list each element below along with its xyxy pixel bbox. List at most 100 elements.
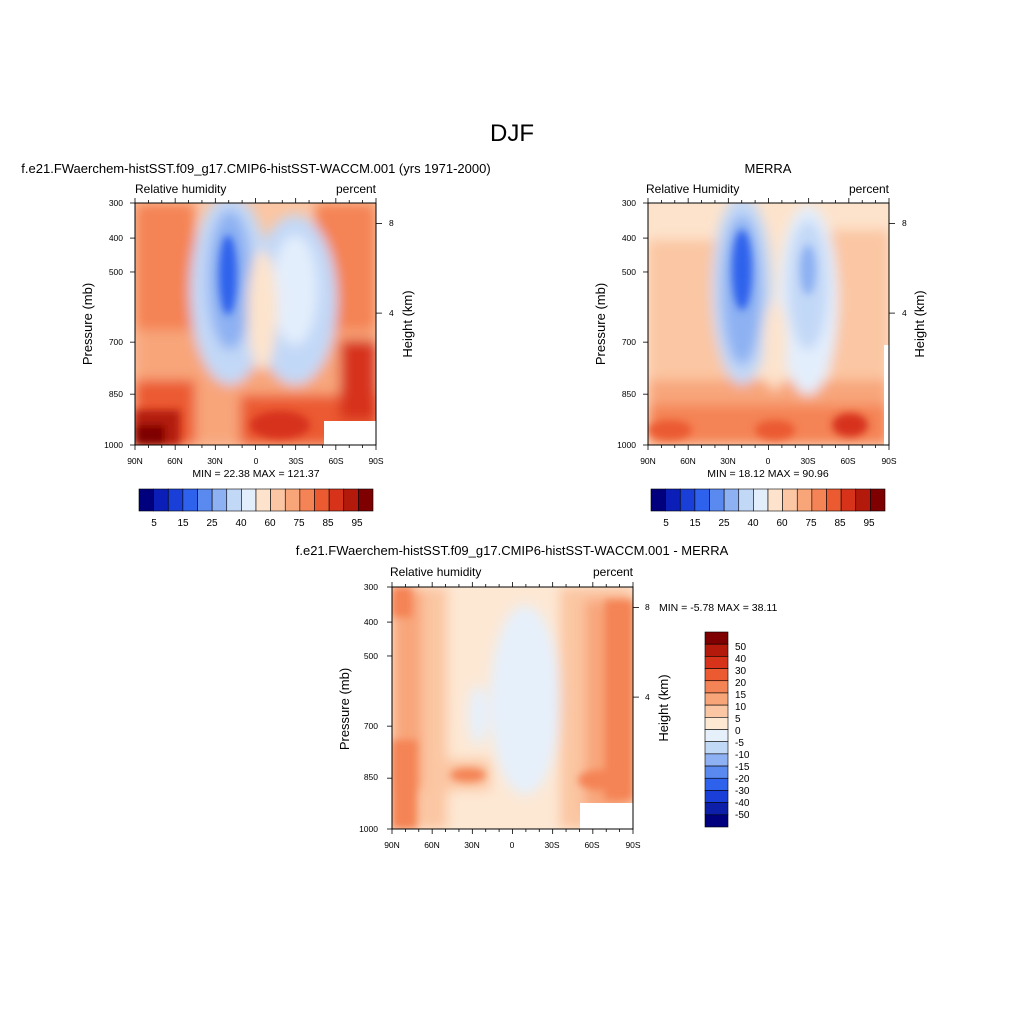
colorbar-swatch: [704, 656, 729, 669]
colorbar-swatch: [753, 488, 769, 512]
min-max-stats: MIN = 22.38 MAX = 121.37: [192, 468, 319, 480]
x-tick-label: 60S: [328, 456, 343, 466]
colorbar-swatch: [343, 488, 359, 512]
colorbar-label: 15: [689, 518, 701, 529]
colorbar-label: -5: [735, 738, 744, 749]
y-tick-label: 500: [622, 267, 636, 277]
colorbar-swatch: [694, 488, 710, 512]
height-tick-label: 4: [389, 308, 394, 318]
colorbar-swatch: [650, 488, 666, 512]
colorbar-swatch: [358, 488, 374, 512]
height-tick-label: 8: [902, 218, 907, 228]
colorbar-label: -10: [735, 750, 750, 761]
colorbar-label: 15: [735, 690, 747, 701]
variable-label: Relative humidity: [135, 182, 226, 196]
y-tick-label: 300: [364, 582, 378, 592]
panel-merra: MERRA Relative Humidity percent: [593, 161, 927, 529]
colorbar: [704, 631, 729, 828]
y-tick-label: 1000: [359, 824, 378, 834]
colorbar-swatch: [314, 488, 330, 512]
colorbar-swatch: [723, 488, 740, 512]
colorbar-swatch: [704, 765, 729, 779]
contour-field: [135, 203, 376, 445]
height-tick-label: 4: [645, 692, 650, 702]
colorbar-label: -40: [735, 798, 750, 809]
y-tick-label: 700: [364, 721, 378, 731]
panel-title: f.e21.FWaerchem-histSST.f09_g17.CMIP6-hi…: [296, 543, 729, 558]
right-tick-labels: 8 4: [389, 218, 394, 318]
colorbar-swatch: [704, 692, 729, 706]
colorbar-label: 85: [322, 518, 334, 529]
x-tick-label: 30S: [800, 456, 815, 466]
colorbar-label: 20: [735, 678, 747, 689]
x-tick-label: 90S: [368, 456, 383, 466]
colorbar-label: 5: [735, 714, 741, 725]
colorbar-swatch: [796, 488, 813, 512]
panel-model: f.e21.FWaerchem-histSST.f09_g17.CMIP6-hi…: [21, 161, 490, 529]
colorbar-label: 95: [351, 518, 363, 529]
colorbar-swatch: [840, 488, 857, 512]
right-tick-labels: 8 4: [645, 602, 650, 702]
x-tick-labels: 90N 60N 30N 0 30S 60S 90S: [640, 456, 897, 466]
min-max-stats: MIN = 18.12 MAX = 90.96: [707, 468, 829, 480]
colorbar-label: 0: [735, 726, 741, 737]
x-tick-label: 30N: [464, 840, 480, 850]
colorbar-swatch: [704, 668, 729, 682]
y-axis-right-label: Height (km): [400, 290, 415, 357]
colorbar-swatch: [704, 717, 729, 730]
colorbar-swatch: [704, 704, 729, 718]
panel-difference: f.e21.FWaerchem-histSST.f09_g17.CMIP6-hi…: [296, 543, 778, 850]
colorbar-swatch: [167, 488, 184, 512]
colorbar-labels: 50 40 30 20 15 10 5 0 -5 -10 -15 -20 -30…: [735, 642, 750, 821]
colorbar-label: -50: [735, 810, 750, 821]
colorbar-swatch: [738, 488, 754, 512]
contour-field: [392, 587, 633, 829]
colorbar-label: 40: [747, 518, 759, 529]
colorbar-swatch: [826, 488, 842, 512]
y-tick-label: 1000: [617, 440, 636, 450]
colorbar-labels: 5 15 25 40 60 75 85 95: [663, 518, 875, 529]
height-tick-label: 8: [389, 218, 394, 228]
colorbar-label: 40: [235, 518, 247, 529]
colorbar-swatch: [153, 488, 169, 512]
colorbar: [138, 488, 374, 512]
y-tick-label: 400: [622, 233, 636, 243]
colorbar-label: 85: [834, 518, 846, 529]
contour-field: [648, 203, 889, 445]
colorbar-swatch: [811, 488, 827, 512]
x-tick-label: 30N: [720, 456, 736, 466]
y-tick-label: 1000: [104, 440, 123, 450]
y-axis-right-label: Height (km): [912, 290, 927, 357]
y-tick-label: 500: [364, 651, 378, 661]
y-axis-label: Pressure (mb): [337, 668, 352, 750]
x-tick-label: 30S: [288, 456, 303, 466]
units-label: percent: [849, 182, 890, 196]
colorbar-label: 10: [735, 702, 747, 713]
figure-title: DJF: [490, 120, 534, 147]
colorbar-label: -15: [735, 762, 750, 773]
colorbar-swatch: [782, 488, 798, 512]
colorbar-swatch: [255, 488, 271, 512]
colorbar-swatch: [704, 680, 729, 694]
x-tick-label: 90S: [625, 840, 640, 850]
colorbar-swatch: [197, 488, 213, 512]
x-tick-label: 90N: [127, 456, 143, 466]
colorbar-swatch: [704, 790, 729, 803]
x-tick-label: 60N: [167, 456, 183, 466]
colorbar-swatch: [704, 643, 729, 657]
colorbar-label: 75: [805, 518, 817, 529]
colorbar-swatch: [679, 488, 696, 512]
y-tick-label: 850: [622, 389, 636, 399]
colorbar-label: 25: [718, 518, 730, 529]
colorbar-labels: 5 15 25 40 60 75 85 95: [151, 518, 363, 529]
colorbar-swatch: [704, 631, 729, 645]
y-tick-label: 300: [109, 198, 123, 208]
colorbar-label: 60: [776, 518, 788, 529]
colorbar-swatch: [226, 488, 242, 512]
x-tick-label: 60S: [584, 840, 599, 850]
units-label: percent: [593, 565, 634, 579]
variable-label: Relative Humidity: [646, 182, 739, 196]
colorbar-label: 5: [663, 518, 669, 529]
colorbar-label: -30: [735, 786, 750, 797]
